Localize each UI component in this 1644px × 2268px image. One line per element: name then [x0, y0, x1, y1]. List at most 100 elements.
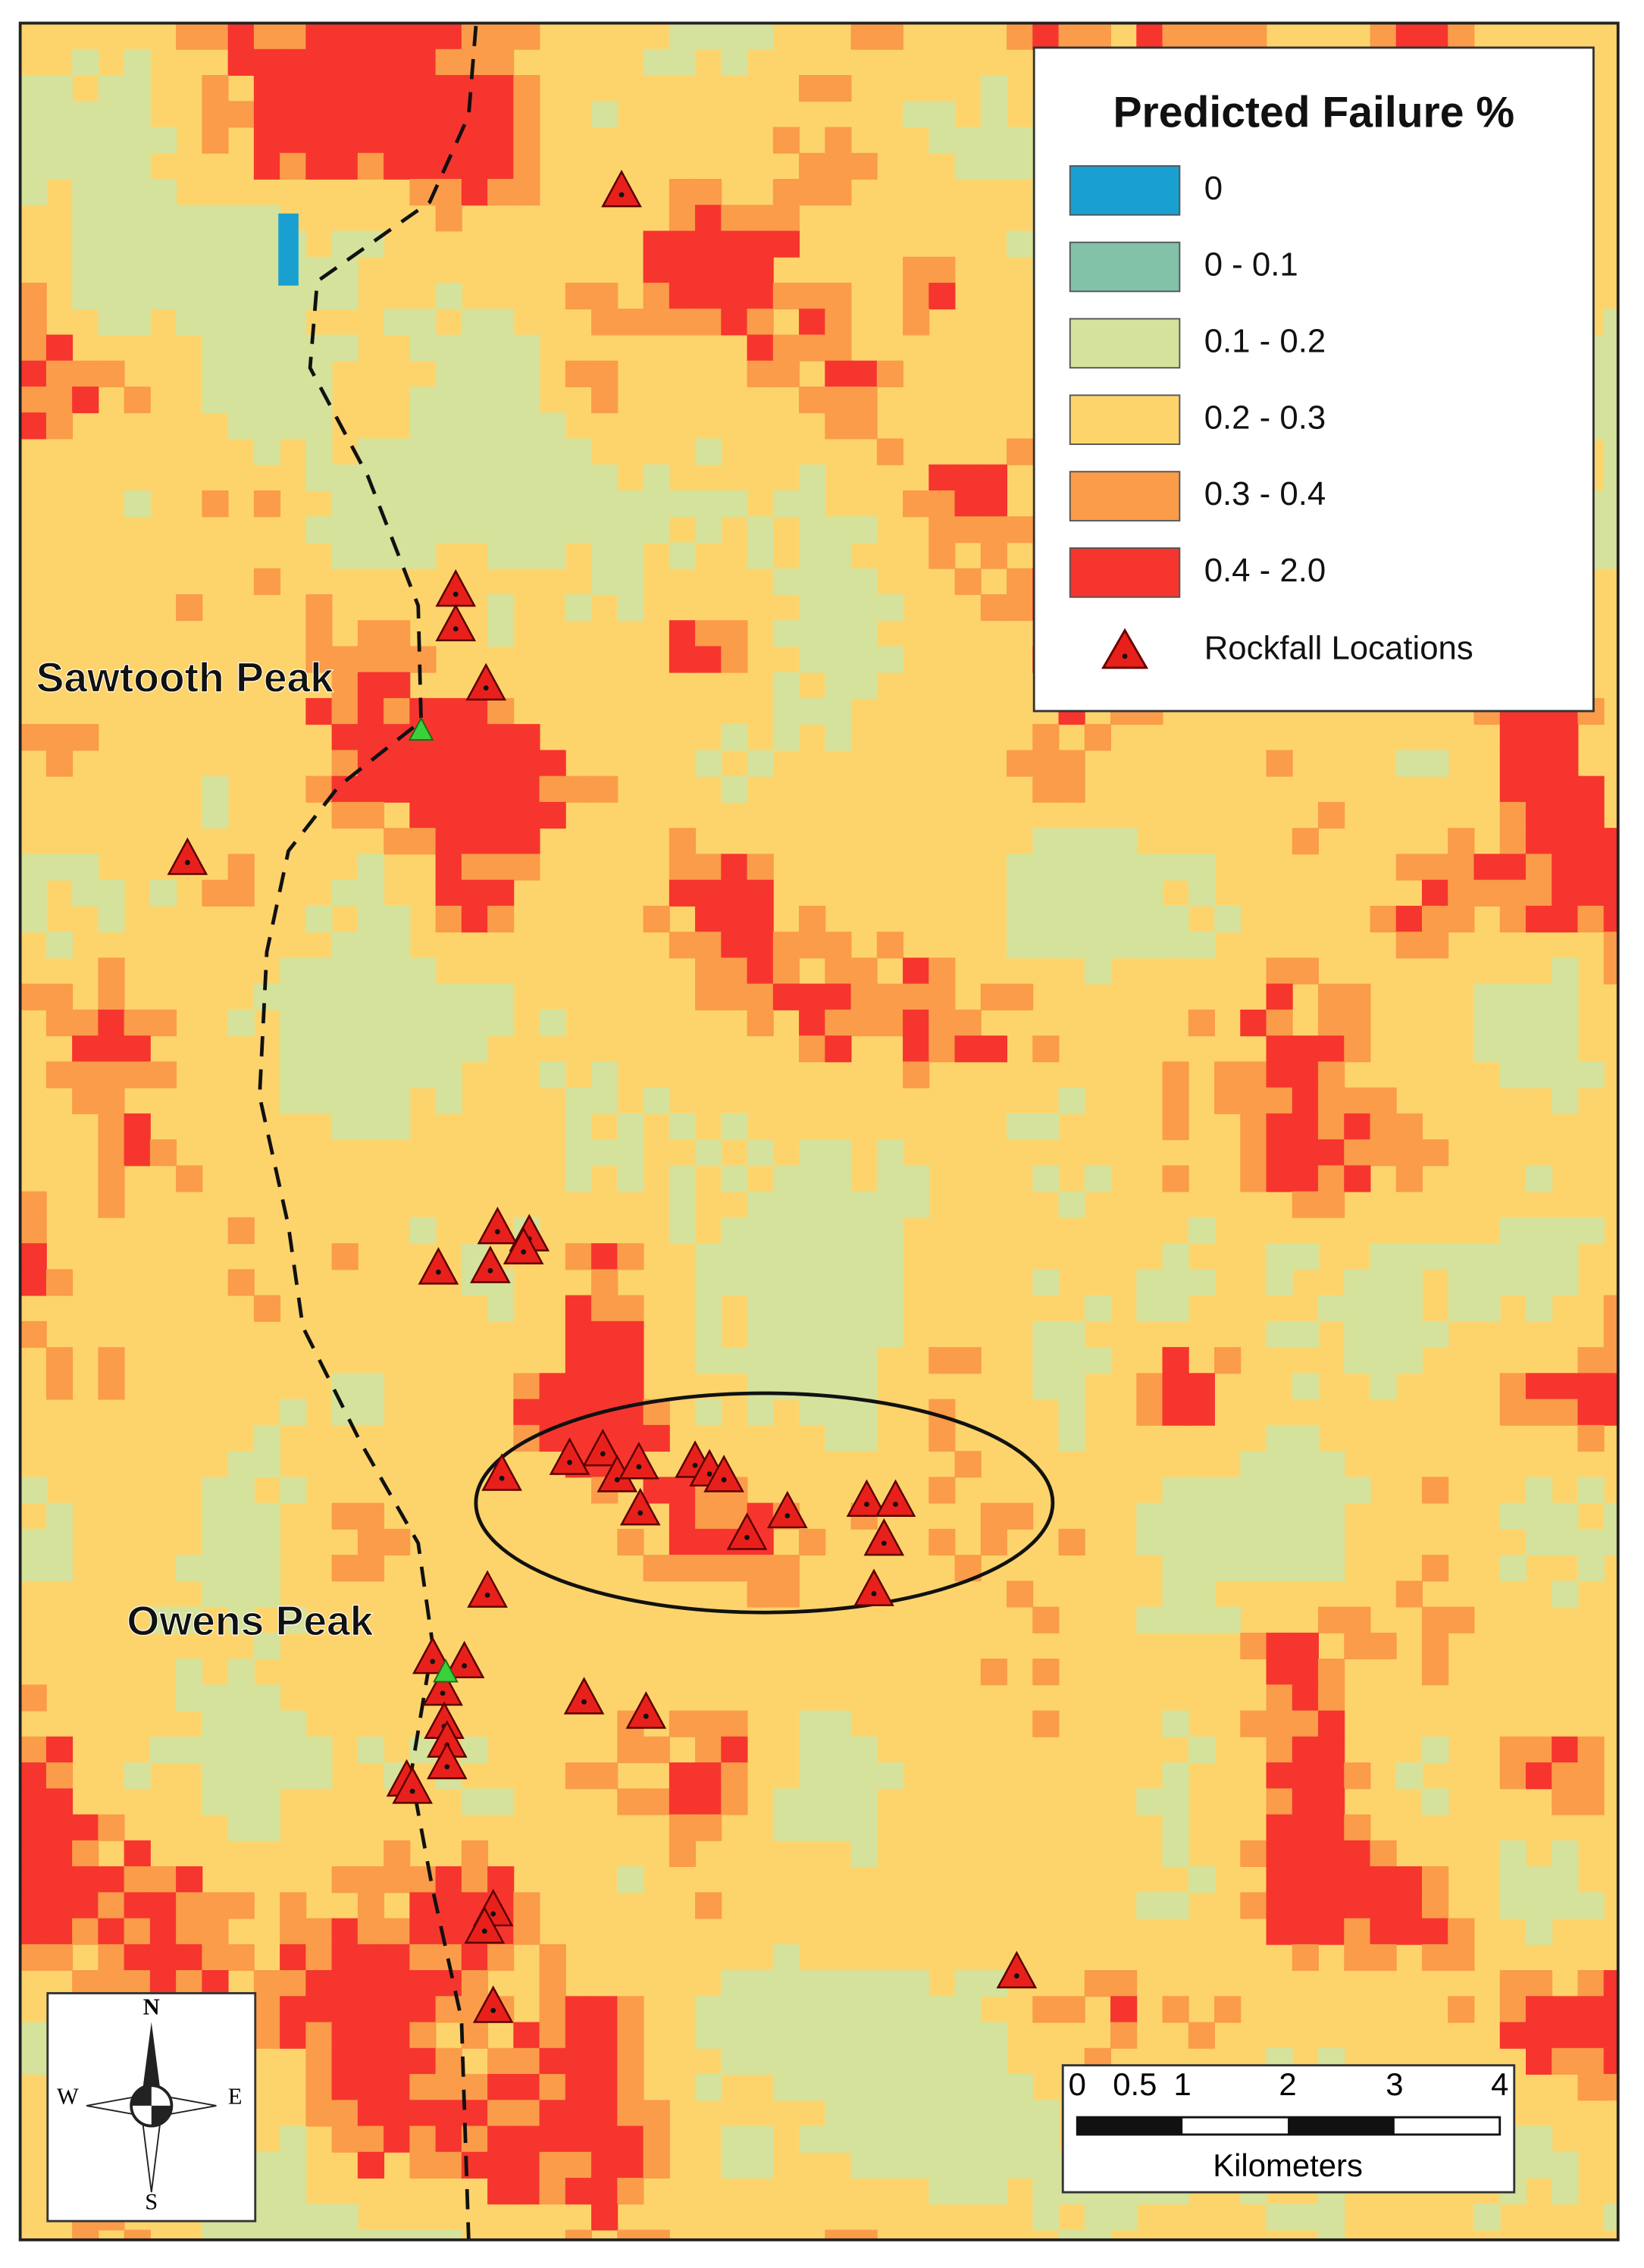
- raster-cell: [669, 854, 697, 881]
- raster-cell: [253, 1788, 281, 1815]
- raster-cell: [1007, 879, 1034, 907]
- raster-cell: [591, 464, 618, 491]
- raster-cell: [98, 1113, 125, 1141]
- raster-cell: [487, 2074, 515, 2101]
- raster-cell: [435, 101, 462, 128]
- raster-cell: [513, 516, 540, 544]
- raster-cell: [1084, 23, 1111, 50]
- raster-cell: [357, 1996, 385, 2023]
- raster-cell: [1552, 1580, 1579, 1608]
- raster-cell: [1292, 1918, 1319, 1945]
- rockfall-dot: [692, 1462, 698, 1468]
- raster-cell: [124, 1944, 151, 1972]
- raster-cell: [253, 1762, 281, 1790]
- raster-cell: [1162, 1165, 1189, 1192]
- raster-cell: [591, 101, 618, 128]
- raster-cell: [695, 750, 722, 777]
- raster-cell: [1292, 1736, 1319, 1764]
- raster-cell: [747, 854, 774, 881]
- raster-cell: [331, 646, 359, 673]
- raster-cell: [565, 594, 593, 622]
- raster-cell: [409, 1892, 437, 1919]
- raster-cell: [825, 1320, 852, 1349]
- raster-cell: [1552, 1892, 1579, 1919]
- raster-cell: [591, 542, 618, 569]
- scale-label: 1: [1174, 2066, 1192, 2102]
- raster-cell: [1214, 1061, 1242, 1089]
- raster-cell: [1448, 1944, 1475, 1972]
- raster-cell: [1499, 879, 1527, 907]
- raster-cell: [1318, 1191, 1345, 1218]
- rockfall-dot: [444, 1764, 450, 1770]
- peak-marker: [408, 716, 434, 741]
- rockfall-dot: [637, 1510, 644, 1516]
- raster-cell: [45, 127, 74, 154]
- raster-cell: [1266, 1269, 1293, 1296]
- raster-cell: [1370, 1243, 1397, 1270]
- raster-cell: [98, 309, 125, 336]
- raster-cell: [1603, 542, 1618, 569]
- raster-cell: [617, 568, 644, 595]
- raster-cell: [747, 1373, 774, 1400]
- rockfall-dot: [483, 685, 489, 691]
- raster-cell: [825, 1295, 852, 1322]
- raster-cell: [695, 932, 722, 959]
- raster-cell: [487, 879, 515, 907]
- raster-cell: [721, 983, 748, 1010]
- raster-cell: [850, 2022, 878, 2049]
- raster-cell: [409, 2229, 437, 2240]
- raster-cell: [1032, 2125, 1060, 2153]
- raster-cell: [799, 1165, 826, 1192]
- raster-cell: [850, 2100, 878, 2127]
- raster-cell: [176, 282, 203, 310]
- raster-cell: [280, 49, 307, 76]
- raster-cell: [176, 205, 203, 232]
- raster-cell: [487, 697, 515, 725]
- raster-cell: [176, 1555, 203, 1582]
- raster-cell: [747, 2125, 774, 2153]
- raster-cell: [253, 386, 281, 414]
- raster-cell: [1421, 1243, 1449, 1270]
- raster-cell: [435, 2125, 462, 2153]
- raster-cell: [980, 2178, 1007, 2205]
- raster-cell: [1499, 1996, 1527, 2023]
- raster-cell: [45, 932, 74, 959]
- raster-cell: [461, 854, 489, 881]
- raster-cell: [954, 2022, 982, 2049]
- raster-cell: [1084, 905, 1111, 933]
- raster-cell: [331, 957, 359, 985]
- raster-cell: [280, 1970, 307, 1997]
- raster-cell: [643, 464, 670, 491]
- raster-cell: [1525, 1009, 1553, 1037]
- raster-cell: [1421, 750, 1449, 777]
- raster-cell: [825, 697, 852, 725]
- raster-cell: [591, 2100, 618, 2127]
- raster-cell: [357, 2100, 385, 2127]
- raster-cell: [513, 801, 540, 829]
- raster-cell: [1007, 854, 1034, 881]
- legend-label: 0 - 0.1: [1204, 246, 1298, 284]
- raster-cell: [1162, 1606, 1189, 1634]
- raster-cell: [435, 438, 462, 465]
- raster-cell: [461, 724, 489, 751]
- raster-cell: [539, 2151, 566, 2179]
- raster-cell: [280, 2204, 307, 2231]
- raster-cell: [98, 1191, 125, 1218]
- raster-cell: [695, 1762, 722, 1790]
- raster-cell: [1292, 1866, 1319, 1894]
- raster-cell: [1318, 1528, 1345, 1556]
- raster-cell: [227, 49, 255, 76]
- raster-cell: [227, 282, 255, 310]
- raster-cell: [799, 1528, 826, 1556]
- raster-cell: [384, 983, 411, 1010]
- raster-cell: [876, 2125, 903, 2153]
- raster-cell: [20, 1814, 47, 1841]
- raster-cell: [825, 542, 852, 569]
- raster-cell: [565, 2047, 593, 2075]
- raster-cell: [1084, 1347, 1111, 1374]
- raster-cell: [772, 1580, 800, 1608]
- raster-cell: [253, 2022, 281, 2049]
- raster-cell: [617, 2074, 644, 2101]
- raster-cell: [1266, 1451, 1293, 1478]
- raster-cell: [1007, 2074, 1034, 2101]
